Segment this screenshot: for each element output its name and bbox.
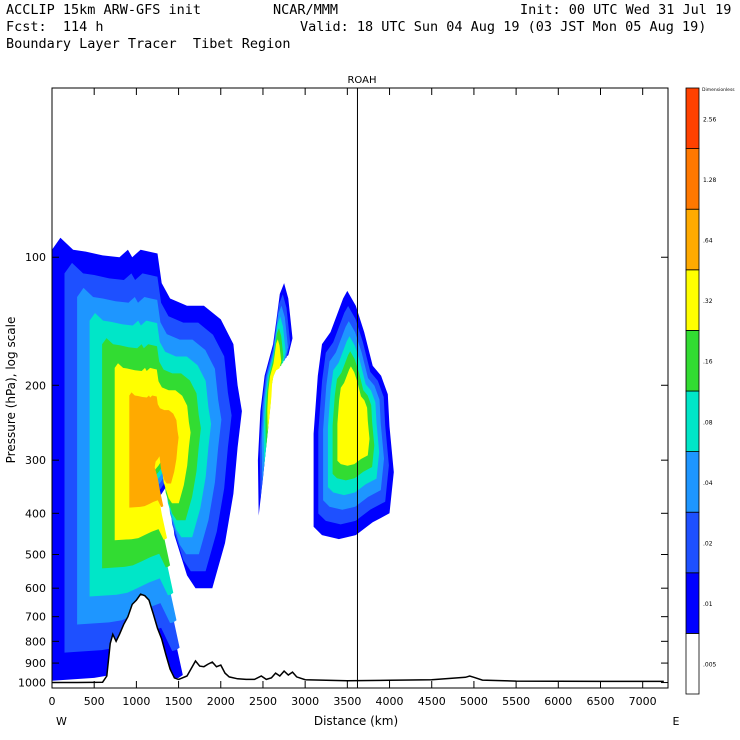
y-tick-label: 700 <box>25 611 46 624</box>
chart-title: ROAH <box>347 75 376 86</box>
plume-0-core <box>129 392 179 508</box>
header-line1-right: Init: 00 UTC Wed 31 Jul 19 <box>520 2 732 18</box>
colorbar-title: Dimensionless <box>702 87 735 93</box>
colorbar-box <box>685 572 700 634</box>
x-tick-label: 5500 <box>502 695 530 708</box>
y-tick-label: 100 <box>25 251 46 264</box>
colorbar-label: .04 <box>703 480 713 487</box>
header-line3-left: Boundary Layer Tracer Tibet Region <box>6 36 291 52</box>
x-tick-label: 3500 <box>333 695 361 708</box>
x-tick-label: 6000 <box>544 695 572 708</box>
colorbar-label: .08 <box>703 419 713 426</box>
x-end-label-west: W <box>56 715 67 728</box>
terrain-fill <box>52 594 664 688</box>
x-tick-label: 7000 <box>629 695 657 708</box>
x-axis-label: Distance (km) <box>314 714 398 728</box>
colorbar-box <box>685 269 700 331</box>
colorbar-box <box>685 148 700 210</box>
colorbar-box <box>685 511 700 574</box>
colorbar-label: .01 <box>703 601 713 608</box>
x-tick-label: 2000 <box>207 695 235 708</box>
header-line1-left: ACCLIP 15km ARW-GFS init <box>6 2 202 18</box>
colorbar-box <box>685 633 700 695</box>
colorbar-label: .005 <box>703 662 717 669</box>
colorbar-box <box>685 329 700 392</box>
y-axis-label: Pressure (hPa), log scale <box>4 317 18 464</box>
colorbar-label: .02 <box>703 541 713 548</box>
x-end-label-east: E <box>673 715 680 728</box>
y-tick-label: 600 <box>25 582 46 595</box>
y-tick-label: 900 <box>25 657 46 670</box>
y-tick-label: 500 <box>25 549 46 562</box>
x-tick-label: 1500 <box>165 695 193 708</box>
plume-2-band-5 <box>337 366 370 466</box>
colorbar-box <box>685 451 700 513</box>
x-tick-label: 0 <box>49 695 56 708</box>
colorbar-label: .32 <box>703 298 713 305</box>
x-tick-label: 2500 <box>249 695 277 708</box>
x-tick-label: 4000 <box>376 695 404 708</box>
plume-1-band-5 <box>267 339 282 433</box>
x-tick-label: 4500 <box>418 695 446 708</box>
terrain-line <box>52 593 664 684</box>
x-tick-label: 3000 <box>291 695 319 708</box>
plot-frame <box>51 87 669 689</box>
x-tick-label: 6500 <box>586 695 614 708</box>
x-tick-label: 5000 <box>460 695 488 708</box>
colorbar-label: .64 <box>703 238 713 245</box>
x-tick-label: 1000 <box>122 695 150 708</box>
colorbar-label: .16 <box>703 359 713 366</box>
header-line1-mid: NCAR/MMM <box>273 2 339 18</box>
colorbar-box <box>685 208 700 271</box>
y-tick-label: 300 <box>25 454 46 467</box>
colorbar-box <box>685 390 700 452</box>
colorbar: .005 .01 .02 .04 .08 .16 .32 .64 1.28 2.56 Dimensi… <box>685 87 735 695</box>
header-line2-right: Valid: 18 UTC Sun 04 Aug 19 (03 JST Mon … <box>300 19 707 35</box>
header-line2-left: Fcst: 114 h <box>6 19 104 35</box>
x-tick-label: 500 <box>84 695 105 708</box>
colorbar-label: 1.28 <box>703 177 717 184</box>
y-tick-label: 1000 <box>18 677 46 690</box>
colorbar-box <box>685 87 700 149</box>
y-tick-label: 800 <box>25 635 46 648</box>
y-tick-label: 200 <box>25 379 46 392</box>
colorbar-label: 2.56 <box>703 116 717 123</box>
y-tick-label: 400 <box>25 507 46 520</box>
